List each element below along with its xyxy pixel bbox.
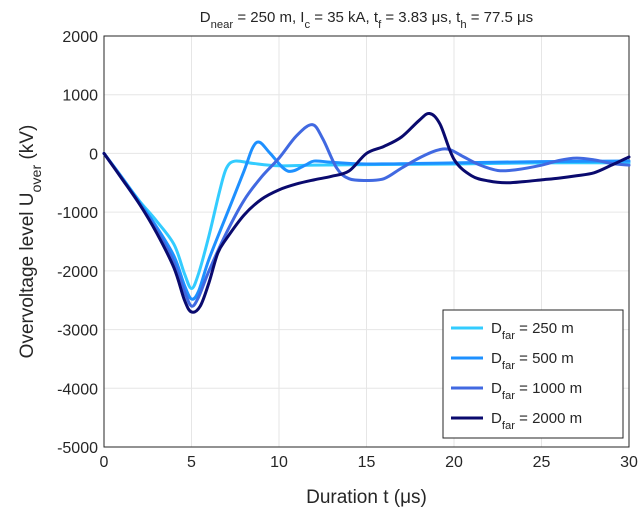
series-layer [102,111,631,314]
y-tick-label: 1000 [62,88,98,105]
plot-frame [103,35,630,448]
legend-item: Dfar = 250 m [451,320,574,342]
y-tick-label: -2000 [57,264,98,281]
y-axis: 2000 1000 0 -1000 -2000 -3000 -4000 -5000 [57,29,98,457]
legend: Dfar = 250 m Dfar = 500 m Dfar = 1000 m Dfa… [442,309,624,439]
legend-item: Dfar = 2000 m [451,410,582,432]
x-tick-label: 5 [187,454,196,471]
legend-item: Dfar = 1000 m [451,380,582,402]
y-tick-label: -1000 [57,205,98,222]
y-tick-label: -5000 [57,440,98,457]
x-tick-label: 20 [445,454,463,471]
legend-label: Dfar = 1000 m [491,380,582,402]
x-axis: 0 5 10 15 20 25 30 [100,454,638,471]
y-tick-label: -4000 [57,381,98,398]
series-line-4 [102,111,631,314]
x-tick-label: 30 [620,454,638,471]
x-tick-label: 10 [270,454,288,471]
legend-item: Dfar = 500 m [451,350,574,372]
x-tick-label: 25 [533,454,551,471]
y-axis-label: Overvoltage level Uover (kV) [17,125,45,359]
x-tick-label: 0 [100,454,109,471]
y-tick-label: 2000 [62,29,98,46]
x-tick-label: 15 [358,454,376,471]
legend-label: Dfar = 250 m [491,320,574,342]
y-tick-label: -3000 [57,323,98,340]
legend-label: Dfar = 2000 m [491,410,582,432]
series-line-2 [102,140,631,301]
chart-title: Dnear = 250 m, Ic = 35 kA, tf = 3.83 μs,… [200,9,533,31]
x-axis-label: Duration t (μs) [306,487,427,508]
legend-label: Dfar = 500 m [491,350,574,372]
y-tick-label: 0 [89,146,98,163]
